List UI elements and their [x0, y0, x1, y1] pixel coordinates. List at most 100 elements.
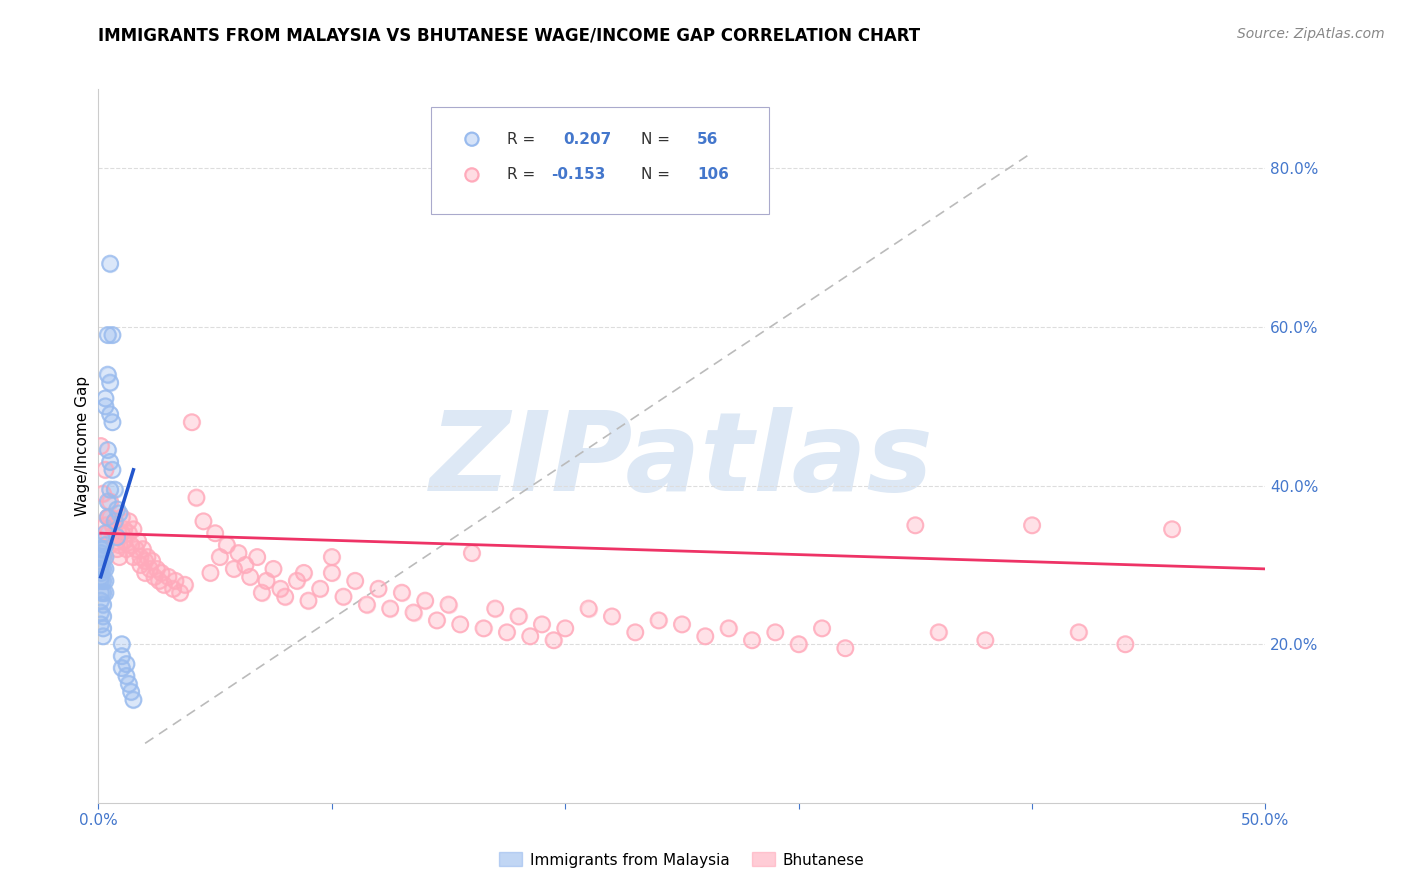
Point [91, 486, 114, 500]
Point [105, 534, 128, 549]
Point [134, 554, 156, 568]
Point [91, 621, 114, 635]
Point [246, 549, 269, 564]
Point [111, 637, 134, 651]
Point [90, 439, 112, 453]
Point [717, 621, 740, 635]
Point [98, 455, 121, 469]
Point [94, 562, 117, 576]
Point [148, 574, 170, 588]
Point [519, 629, 541, 643]
Point [90, 542, 112, 557]
Point [118, 677, 141, 691]
Point [129, 549, 152, 564]
Point [321, 566, 343, 580]
Point [157, 570, 180, 584]
Point [169, 585, 191, 599]
Point [269, 582, 291, 596]
Text: Source: ZipAtlas.com: Source: ZipAtlas.com [1237, 27, 1385, 41]
Point [269, 582, 291, 596]
Point [695, 629, 717, 643]
Point [165, 574, 187, 588]
Point [111, 649, 134, 664]
Point [378, 601, 402, 615]
Point [437, 598, 460, 612]
Point [554, 621, 576, 635]
Point [1067, 625, 1090, 640]
Point [90, 549, 112, 564]
Point [97, 526, 120, 541]
Point [834, 98, 856, 112]
Point [91, 585, 114, 599]
Point [624, 625, 647, 640]
Point [120, 685, 142, 699]
Point [495, 625, 517, 640]
Point [246, 549, 269, 564]
Point [173, 578, 195, 592]
Point [90, 570, 112, 584]
Point [695, 629, 717, 643]
Point [91, 621, 114, 635]
Point [97, 510, 120, 524]
Point [222, 562, 245, 576]
Point [472, 621, 495, 635]
Point [600, 609, 623, 624]
Point [91, 542, 114, 557]
Point [134, 554, 156, 568]
Point [904, 518, 927, 533]
Point [120, 685, 142, 699]
Point [94, 562, 117, 576]
Point [91, 585, 114, 599]
Point [90, 570, 112, 584]
Point [763, 625, 786, 640]
Point [112, 534, 135, 549]
Point [91, 542, 114, 557]
Point [90, 566, 112, 580]
Point [647, 614, 669, 628]
Point [519, 629, 541, 643]
Point [120, 538, 142, 552]
Point [91, 609, 114, 624]
Point [208, 549, 231, 564]
Point [98, 510, 121, 524]
Point [90, 593, 112, 607]
Point [146, 562, 169, 576]
Point [118, 514, 141, 528]
Point [90, 593, 112, 607]
Point [97, 442, 120, 457]
Point [134, 566, 156, 580]
Point [94, 392, 117, 406]
Point [90, 546, 112, 560]
Point [104, 514, 127, 528]
Legend: Immigrants from Malaysia, Bhutanese: Immigrants from Malaysia, Bhutanese [494, 847, 870, 873]
Point [97, 510, 120, 524]
Point [208, 549, 231, 564]
Point [162, 582, 184, 596]
Point [437, 598, 460, 612]
Point [508, 609, 530, 624]
Point [122, 549, 145, 564]
Point [122, 692, 145, 706]
Point [90, 562, 112, 576]
Point [292, 566, 315, 580]
Point [222, 562, 245, 576]
Point [186, 491, 208, 505]
Point [91, 562, 114, 576]
Point [108, 538, 131, 552]
Point [974, 633, 997, 648]
Point [91, 549, 114, 564]
Point [94, 392, 117, 406]
Point [90, 549, 112, 564]
Point [90, 546, 112, 560]
Point [1161, 522, 1184, 536]
Point [132, 542, 155, 557]
Point [97, 328, 120, 343]
Point [94, 585, 117, 599]
Point [461, 546, 484, 560]
Point [1114, 637, 1136, 651]
Point [94, 549, 117, 564]
Point [378, 601, 402, 615]
Point [193, 514, 215, 528]
Point [169, 585, 191, 599]
Point [101, 463, 124, 477]
